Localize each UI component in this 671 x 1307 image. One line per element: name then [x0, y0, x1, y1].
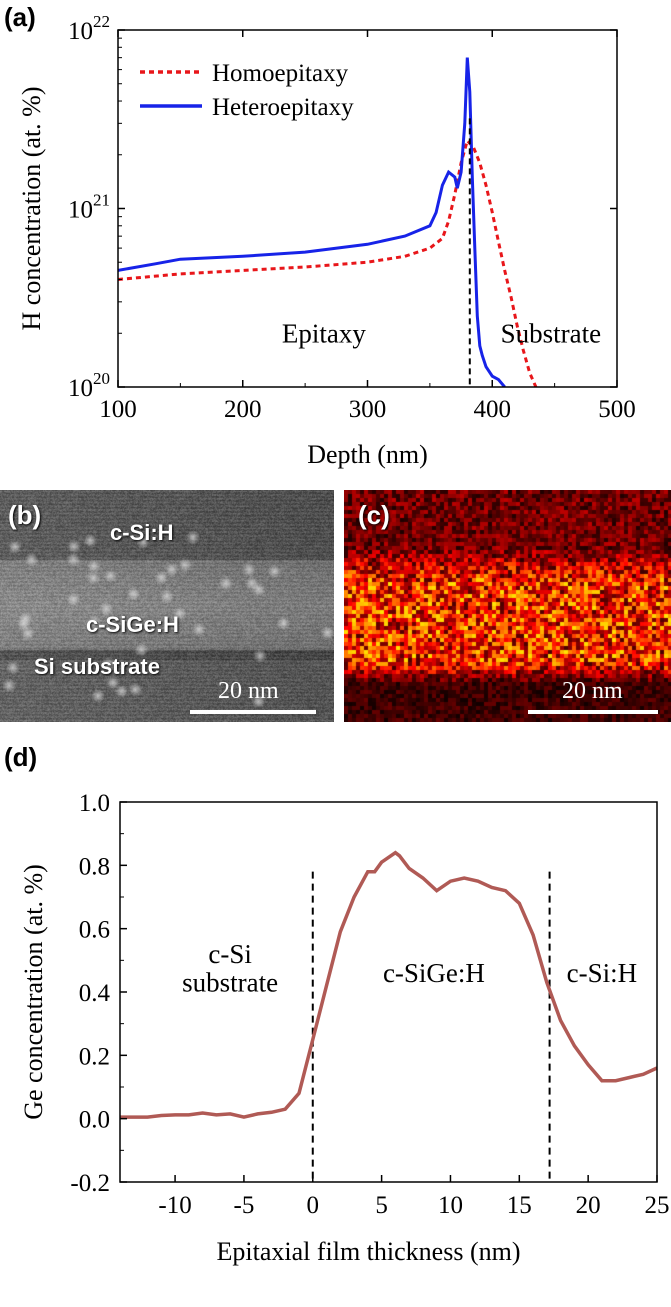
scale-bar-b: [190, 710, 316, 714]
scale-label-b: 20 nm: [218, 678, 279, 704]
scale-bar-c: [528, 710, 658, 714]
panel-label-a: (a): [4, 2, 36, 32]
chart-a-h-concentration: 100 200 300 400 500 1020 1021 1022 Depth (nm) H c…: [17, 12, 636, 469]
y-tick-label-d: 0.2: [79, 1043, 110, 1070]
x-tick-label-d: 0: [307, 1192, 320, 1219]
y-tick-label-d: 1.0: [79, 790, 110, 817]
x-axis-label-a: Depth (nm): [307, 440, 428, 469]
y-tick-label-d: 0.6: [79, 917, 110, 944]
legend-label-homoepitaxy: Homoepitaxy: [212, 60, 349, 87]
y-tick-label-d: -0.2: [70, 1170, 110, 1197]
x-tick-label-d: 10: [438, 1192, 463, 1219]
x-tick-label-d: 5: [375, 1192, 388, 1219]
series-heteroepitaxy-line: [118, 57, 506, 387]
annotation-c-si: c-Si: [208, 939, 252, 969]
scale-label-c: 20 nm: [562, 678, 623, 704]
annotation-c-sige-h: c-SiGe:H: [383, 958, 485, 988]
label-si-substrate: Si substrate: [34, 654, 160, 679]
y-tick-label-d: 0.4: [79, 980, 111, 1007]
y-tick-label-d: 0.8: [79, 853, 110, 880]
label-c-si-h: c-Si:H: [110, 520, 174, 545]
y-tick-label-a: 1021: [68, 191, 110, 224]
y-tick-label-d: 0.0: [79, 1107, 110, 1134]
y-tick-label-a: 1022: [68, 12, 110, 45]
x-tick-label-a: 400: [474, 396, 512, 423]
x-tick-label-d: -10: [158, 1192, 191, 1219]
annotation-c-si-h: c-Si:H: [567, 958, 638, 988]
panel-label-d: (d): [4, 742, 38, 772]
x-tick-label-d: 25: [645, 1192, 670, 1219]
y-axis-label-a: H concentration (at. %): [17, 86, 46, 330]
stem-image-b: c-Si:H c-SiGe:H Si substrate 20 nm: [0, 490, 334, 722]
x-axis-label-d: Epitaxial film thickness (nm): [217, 1237, 521, 1266]
x-tick-label-d: 20: [576, 1192, 601, 1219]
y-tick-label-a: 1020: [68, 369, 110, 402]
ge-concentration-line: [120, 850, 658, 1119]
label-c-sige-h: c-SiGe:H: [86, 612, 179, 637]
eels-map-c-canvas: [344, 490, 671, 722]
x-tick-label-d: 15: [507, 1192, 532, 1219]
chart-d-ge-concentration: -10 -5 0 5 10 15 20 25 -0.2 0.0 0.2 0.4 0.6 0.8 1.0 Epi…: [19, 790, 670, 1266]
eels-map-c: 20 nm: [344, 490, 671, 722]
series-homoepitaxy-line: [118, 137, 538, 387]
x-tick-label-a: 100: [99, 396, 137, 423]
annotation-epitaxy: Epitaxy: [282, 318, 366, 348]
y-axis-label-d: Ge concentration (at. %): [19, 864, 48, 1120]
panel-label-c: (c): [358, 500, 390, 530]
x-tick-label-a: 500: [598, 396, 636, 423]
annotation-substrate: Substrate: [501, 318, 602, 348]
stem-image-b-canvas: [0, 490, 334, 722]
x-tick-label-a: 200: [224, 396, 262, 423]
legend-label-heteroepitaxy: Heteroepitaxy: [212, 94, 354, 121]
x-tick-label-a: 300: [349, 396, 387, 423]
panel-label-b: (b): [8, 500, 42, 530]
x-tick-label-d: -5: [234, 1192, 255, 1219]
annotation-substrate: substrate: [182, 968, 278, 998]
